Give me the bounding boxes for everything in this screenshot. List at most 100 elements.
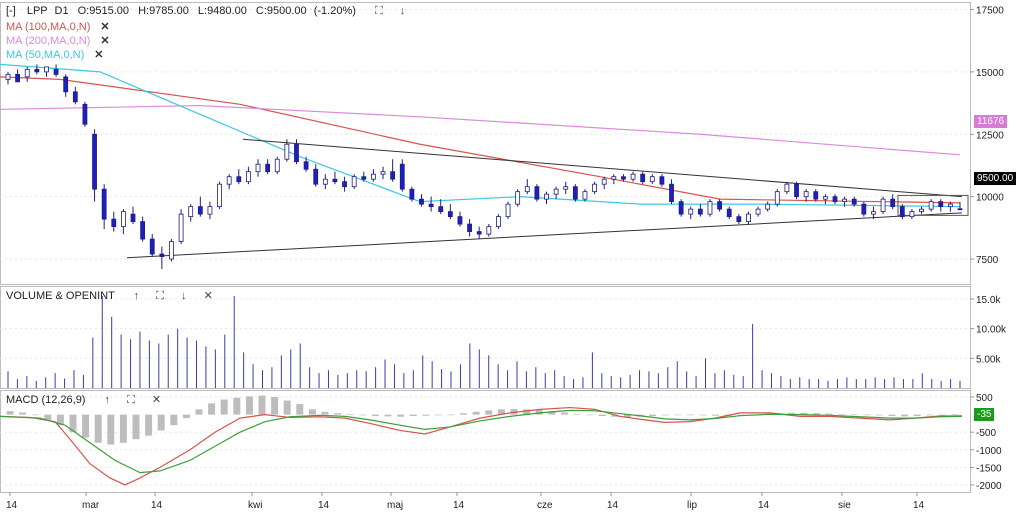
candle-body bbox=[457, 216, 463, 225]
macd-histogram-bar bbox=[334, 413, 342, 415]
macd-histogram-bar bbox=[535, 410, 543, 415]
candle-body bbox=[342, 181, 347, 188]
low-value: L:9480.00 bbox=[197, 5, 247, 17]
candle-body bbox=[371, 173, 376, 180]
macd-histogram-bar bbox=[850, 414, 858, 415]
macd-histogram-bar bbox=[497, 409, 505, 415]
candle-body bbox=[217, 183, 222, 208]
candle-body bbox=[303, 161, 309, 170]
candle-body bbox=[409, 188, 415, 200]
macd-histogram-bar bbox=[182, 414, 190, 419]
candle-body bbox=[803, 191, 809, 198]
candle-body bbox=[197, 206, 203, 215]
candle-body bbox=[621, 176, 626, 180]
change-value: (-1.20%) bbox=[313, 5, 356, 17]
x-axis-label: mar bbox=[82, 500, 100, 511]
candle-body bbox=[419, 198, 424, 205]
close-icon[interactable]: ✕ bbox=[203, 290, 213, 302]
expand-icon[interactable]: ⛶ bbox=[127, 394, 135, 406]
volume-tick-label: 15.0k bbox=[976, 295, 1001, 306]
candle-body bbox=[592, 183, 597, 193]
moving-average-line bbox=[0, 76, 961, 204]
macd-histogram-bar bbox=[674, 414, 682, 416]
close-icon[interactable]: ✕ bbox=[100, 21, 110, 33]
macd-histogram-bar bbox=[132, 414, 140, 440]
macd-histogram-bar bbox=[560, 412, 568, 415]
macd-histogram-bar bbox=[472, 411, 480, 415]
candle-body bbox=[947, 203, 953, 208]
close-icon[interactable]: ✕ bbox=[151, 394, 162, 406]
ma100-legend: MA (100,MA,0,N) ✕ bbox=[6, 20, 110, 33]
candle-body bbox=[476, 231, 482, 235]
candle-body bbox=[957, 208, 963, 211]
macd-histogram-bar bbox=[598, 414, 606, 417]
macd-histogram-bar bbox=[800, 412, 808, 415]
arrow-up-icon[interactable]: ↑ bbox=[133, 290, 140, 302]
candle-body bbox=[774, 191, 780, 205]
macd-histogram-bar bbox=[321, 411, 329, 415]
macd-histogram-bar bbox=[119, 414, 127, 443]
macd-line bbox=[0, 406, 963, 486]
expand-icon[interactable]: ⛶ bbox=[156, 290, 164, 302]
candle-body bbox=[44, 66, 49, 73]
candle-body bbox=[582, 191, 588, 200]
arrow-down-icon[interactable]: ↓ bbox=[399, 5, 406, 17]
candle-body bbox=[919, 208, 924, 213]
macd-histogram-bar bbox=[308, 409, 316, 415]
macd-histogram-bar bbox=[523, 409, 531, 415]
arrow-down-icon[interactable]: ↓ bbox=[181, 290, 187, 302]
candle-body bbox=[601, 178, 607, 185]
macd-histogram-bar bbox=[157, 414, 165, 431]
candle-body bbox=[159, 253, 165, 257]
candle-body bbox=[72, 91, 78, 103]
macd-histogram-bar bbox=[296, 404, 304, 415]
price-tick-label: 12500 bbox=[976, 130, 1004, 141]
candle-body bbox=[130, 213, 136, 223]
candle-body bbox=[640, 173, 646, 183]
candle-body bbox=[207, 206, 213, 215]
candle-body bbox=[717, 201, 722, 210]
macd-histogram-bar bbox=[107, 414, 115, 445]
candle-body bbox=[274, 158, 280, 173]
macd-tick-label: -2000 bbox=[976, 481, 1002, 492]
candle-body bbox=[871, 211, 876, 215]
macd-value-tag: -35 bbox=[974, 408, 995, 421]
price-tick-label: 7500 bbox=[976, 255, 999, 266]
close-icon[interactable]: ✕ bbox=[94, 49, 104, 61]
ma50-legend: MA (50,MA,0,N) ✕ bbox=[6, 48, 103, 61]
macd-histogram-bar bbox=[586, 414, 594, 416]
volume-tick-label: 5.00k bbox=[976, 354, 1001, 365]
macd-histogram-bar bbox=[371, 414, 379, 417]
macd-histogram-bar bbox=[926, 414, 934, 416]
candle-body bbox=[544, 193, 549, 200]
macd-histogram-bar bbox=[825, 413, 833, 415]
candle-body bbox=[899, 206, 905, 218]
candle-body bbox=[226, 176, 232, 185]
candle-body bbox=[15, 73, 21, 83]
collapse-button[interactable]: [-] bbox=[6, 5, 16, 17]
candle-body bbox=[351, 176, 357, 188]
x-axis-label: 14 bbox=[913, 500, 925, 511]
close-icon[interactable]: ✕ bbox=[100, 35, 110, 47]
candle-body bbox=[120, 211, 126, 228]
macd-line bbox=[0, 409, 963, 474]
candle-body bbox=[909, 211, 915, 218]
macd-histogram-bar bbox=[19, 412, 27, 415]
arrow-up-icon[interactable]: ↑ bbox=[104, 394, 111, 406]
x-axis-label: lip bbox=[687, 500, 697, 511]
macd-histogram-bar bbox=[283, 400, 291, 415]
x-axis-label: 14 bbox=[758, 500, 770, 511]
macd-histogram-bar bbox=[649, 414, 657, 417]
macd-histogram-bar bbox=[271, 397, 279, 415]
candle-body bbox=[111, 218, 117, 228]
ma200-legend: MA (200,MA,0,N) ✕ bbox=[6, 34, 110, 47]
macd-histogram-bar bbox=[69, 414, 77, 433]
candle-body bbox=[5, 73, 11, 80]
candle-body bbox=[361, 176, 367, 180]
macd-histogram-bar bbox=[485, 410, 493, 415]
macd-histogram-bar bbox=[422, 414, 430, 416]
candle-body bbox=[524, 186, 530, 193]
macd-histogram-bar bbox=[384, 414, 392, 417]
expand-icon[interactable]: ⛶ bbox=[374, 5, 383, 17]
